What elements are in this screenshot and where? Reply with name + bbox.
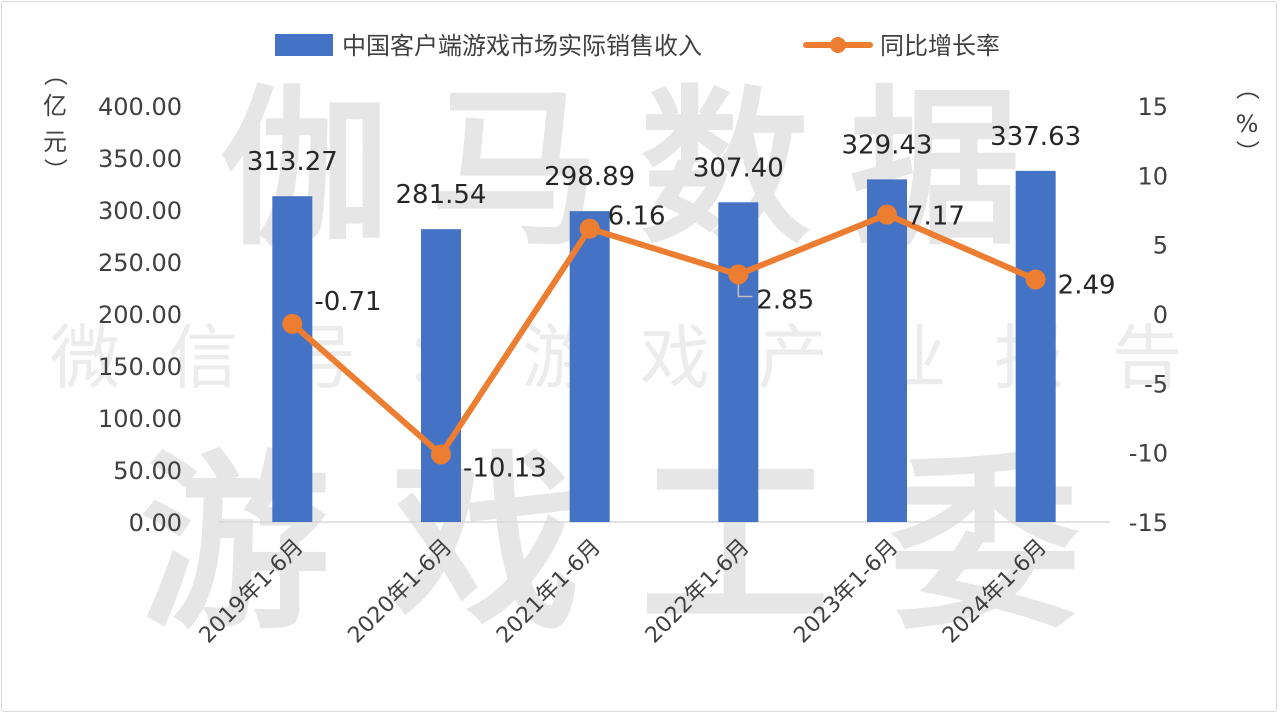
y-left-unit-open: （: [41, 62, 69, 86]
growth-value-label: 2.49: [1058, 270, 1116, 300]
y-right-tick-label: -10: [1129, 440, 1168, 468]
y-right-tick-label: 15: [1137, 93, 1168, 121]
y-right-tick-label: -15: [1129, 509, 1168, 537]
y-left-unit-label: （ 亿 元 ）: [41, 62, 69, 182]
bar-series: [272, 170, 1056, 522]
y-left-tick-label: 150.00: [98, 353, 182, 381]
growth-marker: [579, 218, 600, 239]
y-right-unit-open: （: [1233, 76, 1261, 100]
legend-swatch-bar: [275, 34, 333, 56]
y-right-tick-label: 0: [1153, 301, 1168, 329]
y-left-tick-label: 50.00: [113, 457, 182, 485]
legend: 中国客户端游戏市场实际销售收入 同比增长率: [275, 32, 1000, 60]
growth-marker: [877, 204, 897, 225]
y-left-tick-label: 400.00: [98, 93, 182, 121]
bar: [867, 179, 907, 522]
y-left-unit-char-2: 元: [43, 128, 67, 156]
y-right-tick-label: 10: [1137, 162, 1168, 190]
growth-line: [289, 211, 1039, 458]
bar-value-label: 298.89: [544, 162, 635, 192]
growth-value-label: -0.71: [314, 287, 381, 317]
legend-label-growth: 同比增长率: [880, 32, 1000, 60]
y-right-tick-label: 5: [1153, 232, 1168, 260]
bar-value-label: 307.40: [693, 153, 784, 183]
legend-swatch-marker: [830, 37, 846, 53]
growth-marker: [282, 313, 303, 334]
y-left-tick-label: 100.00: [98, 405, 182, 433]
bar: [272, 196, 313, 522]
y-left-tick-label: 350.00: [98, 145, 182, 173]
growth-marker: [1025, 269, 1046, 290]
y-right-unit-close: ）: [1233, 140, 1261, 164]
y-left-unit-close: ）: [41, 158, 69, 182]
growth-value-label: 2.85: [756, 285, 814, 315]
bar: [569, 211, 610, 522]
bar: [1015, 170, 1056, 522]
y-left-tick-label: 250.00: [98, 249, 182, 277]
growth-marker: [728, 264, 749, 285]
data-labels: 313.27 281.54 298.89 307.40 329.43 337.63 -0.7…: [247, 122, 1116, 484]
y-right-unit-label: （ % ）: [1233, 76, 1261, 164]
y-left-tick-label: 300.00: [98, 197, 182, 225]
growth-value-label: -10.13: [463, 453, 547, 483]
y-right-unit-char: %: [1236, 110, 1259, 138]
y-left-unit-char-1: 亿: [43, 92, 67, 120]
leader-line: [737, 284, 753, 298]
watermark-text-2: 微信号：游戏产业报告: [50, 317, 1230, 399]
bar-value-label: 329.43: [842, 130, 933, 160]
y-right-tick-label: -5: [1144, 370, 1168, 398]
bar: [421, 229, 461, 522]
bar: [718, 202, 759, 522]
growth-value-label: 6.16: [608, 202, 666, 232]
y-left-tick-label: 200.00: [98, 301, 182, 329]
bar-value-label: 281.54: [396, 180, 487, 210]
y-left-tick-label: 0.00: [129, 509, 182, 537]
growth-value-label: 7.17: [907, 202, 965, 232]
growth-marker: [431, 444, 451, 465]
legend-label-revenue: 中国客户端游戏市场实际销售收入: [342, 32, 702, 60]
line-series: [282, 204, 1046, 465]
watermark-text-1: 伽马数据: [220, 71, 1060, 269]
bar-value-label: 313.27: [247, 147, 338, 177]
bar-value-label: 337.63: [990, 122, 1081, 152]
